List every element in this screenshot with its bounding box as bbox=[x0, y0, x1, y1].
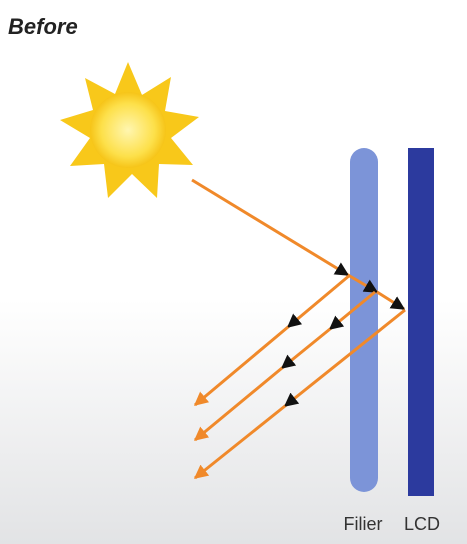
sun bbox=[60, 62, 199, 198]
filter-label: Filier bbox=[344, 514, 383, 534]
lcd-panel bbox=[408, 148, 434, 496]
filter bbox=[350, 148, 378, 492]
light-rays bbox=[191, 178, 406, 480]
lcd-label: LCD bbox=[404, 514, 440, 534]
title: Before bbox=[8, 14, 78, 39]
